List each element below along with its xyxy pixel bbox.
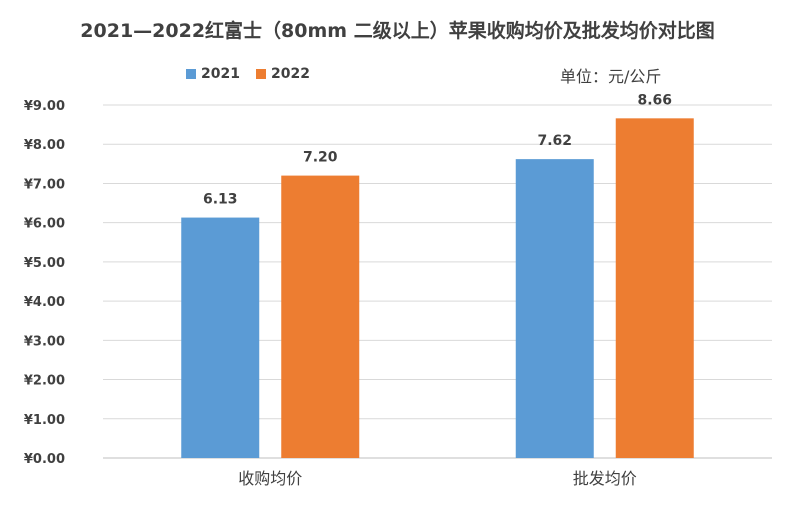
data-label: 7.20 bbox=[303, 150, 338, 166]
y-tick-label: ¥0.00 bbox=[24, 452, 65, 467]
legend-swatch-2022 bbox=[255, 69, 266, 79]
legend-item-2021: 2021 bbox=[186, 66, 240, 82]
y-tick-label: ¥7.00 bbox=[24, 177, 65, 192]
legend-label-2022: 2022 bbox=[270, 66, 310, 82]
legend-label-2021: 2021 bbox=[201, 66, 240, 82]
y-tick-label: ¥5.00 bbox=[24, 256, 65, 271]
legend: 2021 2022 bbox=[186, 66, 326, 82]
y-tick-label: ¥1.00 bbox=[24, 413, 65, 428]
bar-2021 bbox=[515, 159, 594, 459]
y-tick-label: ¥2.00 bbox=[24, 374, 65, 389]
bar-2022 bbox=[615, 118, 694, 458]
unit-label: 单位：元/公斤 bbox=[560, 67, 662, 86]
bar-2022 bbox=[281, 175, 360, 458]
legend-swatch-2021 bbox=[186, 69, 196, 79]
y-tick-label: ¥6.00 bbox=[24, 217, 65, 232]
x-tick-label: 收购均价 bbox=[238, 469, 302, 488]
chart-title: 2021—2022红富士（80mm 二级以上）苹果收购均价及批发均价对比图 bbox=[80, 20, 715, 42]
y-tick-label: ¥4.00 bbox=[24, 295, 65, 310]
y-tick-label: ¥9.00 bbox=[24, 99, 65, 114]
y-tick-label: ¥8.00 bbox=[24, 138, 65, 153]
data-label: 8.66 bbox=[637, 92, 672, 108]
x-tick-label: 批发均价 bbox=[573, 469, 637, 488]
legend-item-2022: 2022 bbox=[255, 66, 310, 82]
data-label: 7.62 bbox=[537, 133, 572, 149]
bar-2021 bbox=[181, 217, 260, 458]
y-tick-label: ¥3.00 bbox=[24, 334, 65, 349]
data-label: 6.13 bbox=[203, 192, 238, 208]
